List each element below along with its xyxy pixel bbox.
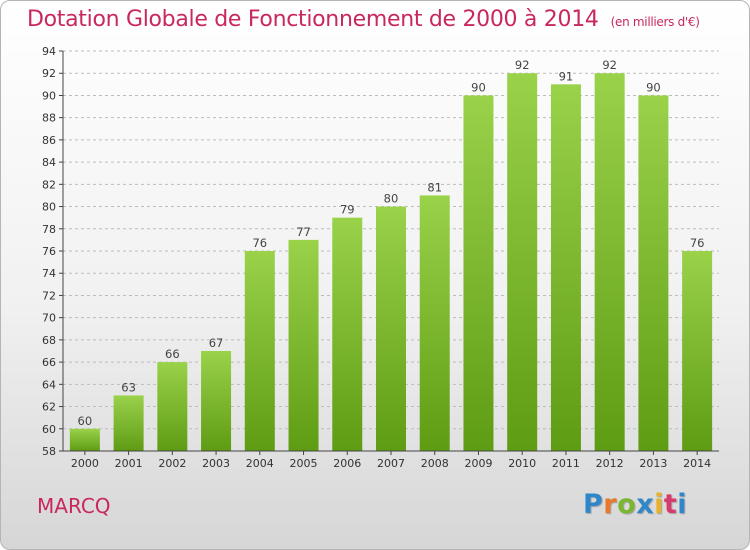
bar: [288, 239, 319, 451]
value-label: 76: [690, 236, 705, 250]
y-tick-label: 60: [42, 423, 56, 436]
y-tick-label: 80: [42, 201, 56, 214]
x-tick-label: 2000: [71, 457, 99, 470]
value-label: 60: [78, 414, 93, 428]
value-label: 90: [646, 80, 661, 94]
chart-title: Dotation Globale de Fonctionnement de 20…: [27, 7, 700, 32]
value-label: 66: [165, 347, 180, 361]
bar: [376, 206, 406, 451]
bar: [157, 362, 188, 451]
value-label: 67: [209, 336, 224, 350]
x-tick-label: 2013: [639, 457, 667, 470]
x-tick-label: 2010: [508, 457, 536, 470]
x-tick-label: 2003: [202, 457, 230, 470]
y-tick-label: 76: [42, 245, 56, 258]
commune-name: MARCQ: [37, 494, 111, 518]
x-tick-label: 2004: [246, 457, 274, 470]
x-tick-label: 2001: [115, 457, 143, 470]
x-tick-label: 2012: [596, 457, 624, 470]
y-tick-label: 70: [42, 312, 56, 325]
bar: [550, 84, 581, 451]
value-label: 81: [427, 180, 442, 194]
x-tick-label: 2014: [683, 457, 711, 470]
y-tick-label: 94: [42, 45, 56, 58]
value-label: 90: [471, 80, 486, 94]
y-tick-label: 78: [42, 223, 56, 236]
bar: [638, 95, 669, 451]
y-tick-label: 66: [42, 356, 56, 369]
y-tick-label: 84: [42, 156, 56, 169]
x-tick-label: 2005: [290, 457, 318, 470]
value-label: 92: [515, 58, 530, 72]
x-tick-label: 2011: [552, 457, 580, 470]
y-tick-label: 82: [42, 178, 56, 191]
bar: [69, 428, 100, 451]
y-tick-label: 62: [42, 401, 56, 414]
y-tick-label: 64: [42, 378, 56, 391]
y-tick-label: 86: [42, 134, 56, 147]
bar: [594, 73, 625, 451]
y-tick-label: 92: [42, 67, 56, 80]
y-tick-label: 88: [42, 112, 56, 125]
x-tick-label: 2008: [421, 457, 449, 470]
y-tick-label: 90: [42, 89, 56, 102]
value-label: 76: [252, 236, 267, 250]
value-label: 92: [602, 58, 617, 72]
bar: [507, 73, 538, 451]
bar: [244, 251, 275, 451]
value-label: 80: [384, 192, 399, 206]
value-label: 77: [296, 225, 311, 239]
y-tick-label: 74: [42, 267, 56, 280]
x-tick-label: 2007: [377, 457, 405, 470]
x-tick-label: 2006: [333, 457, 361, 470]
y-tick-label: 68: [42, 334, 56, 347]
chart-unit: (en milliers d'€): [610, 15, 700, 29]
bar: [682, 251, 713, 451]
value-label: 63: [121, 380, 136, 394]
chart-title-text: Dotation Globale de Fonctionnement de 20…: [27, 7, 599, 32]
y-tick-label: 72: [42, 289, 56, 302]
bar: [332, 217, 363, 451]
bar: [419, 195, 450, 451]
proxiti-logo: Proxiti: [583, 489, 688, 520]
value-label: 79: [340, 203, 355, 217]
x-tick-label: 2002: [158, 457, 186, 470]
bar: [201, 351, 232, 451]
bar: [463, 95, 494, 451]
y-tick-label: 58: [42, 445, 56, 458]
x-tick-label: 2009: [464, 457, 492, 470]
bar: [113, 395, 144, 451]
value-label: 91: [559, 69, 574, 83]
